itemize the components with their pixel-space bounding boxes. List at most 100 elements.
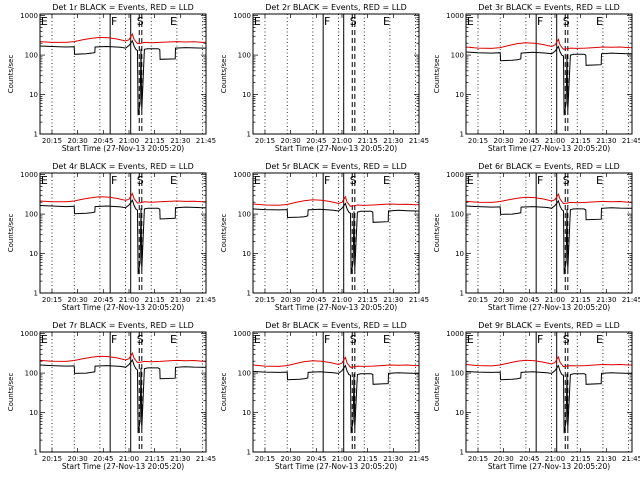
y-tick-label: 100 [238, 52, 251, 60]
x-tick-label: 21:30 [383, 455, 403, 463]
mode-marker: E [170, 333, 177, 346]
x-tick-label: 21:00 [119, 455, 139, 463]
mode-marker: F [111, 174, 117, 187]
mode-marker: F [111, 333, 117, 346]
mode-marker: E [170, 15, 177, 28]
detector-panel-8: Det 8r BLACK = Events, RED = LLD E F S E 1 10 1… [220, 321, 429, 471]
x-tick-label: 20:45 [93, 455, 113, 463]
lld-series-line [252, 356, 419, 368]
x-axis-label: Start Time (27-Nov-13 20:05:20) [275, 462, 397, 471]
x-axis-label: Start Time (27-Nov-13 20:05:20) [488, 144, 610, 153]
lld-series-line [252, 195, 419, 207]
mode-marker: E [383, 174, 390, 187]
x-axis-label: Start Time (27-Nov-13 20:05:20) [488, 303, 610, 312]
mode-marker: E [41, 174, 48, 187]
y-tick-label: 100 [451, 211, 464, 219]
y-axis-label: Counts/sec [220, 373, 228, 412]
y-tick-label: 100 [451, 52, 464, 60]
x-tick-label: 20:15 [255, 137, 275, 145]
lld-series-line [39, 32, 206, 45]
y-tick-label: 10 [242, 91, 251, 99]
x-tick-label: 21:00 [332, 137, 352, 145]
mode-marker: F [324, 333, 330, 346]
x-tick-label: 20:15 [468, 137, 488, 145]
panel-title: Det 8r BLACK = Events, RED = LLD [265, 321, 407, 330]
y-tick-label: 1 [34, 131, 38, 139]
lld-series-line [39, 192, 206, 204]
x-tick-label: 21:45 [196, 296, 216, 304]
y-axis-label: Counts/sec [7, 214, 15, 253]
x-tick-label: 20:45 [306, 455, 326, 463]
x-axis-label: Start Time (27-Nov-13 20:05:20) [62, 303, 184, 312]
mode-marker: E [467, 174, 474, 187]
x-tick-label: 20:30 [494, 137, 514, 145]
y-tick-label: 1000 [20, 171, 38, 179]
x-tick-label: 21:15 [358, 455, 378, 463]
x-tick-label: 21:15 [358, 296, 378, 304]
mode-marker: E [41, 15, 48, 28]
x-tick-label: 21:30 [170, 455, 190, 463]
plot-frame [465, 172, 633, 294]
x-tick-label: 21:45 [622, 455, 640, 463]
x-tick-label: 20:45 [306, 137, 326, 145]
x-axis-label: Start Time (27-Nov-13 20:05:20) [62, 462, 184, 471]
plot-frame [39, 13, 207, 135]
x-tick-label: 21:00 [545, 137, 565, 145]
y-tick-label: 1000 [446, 12, 464, 20]
x-tick-label: 21:00 [332, 296, 352, 304]
x-tick-label: 20:30 [494, 296, 514, 304]
mode-marker: E [254, 174, 261, 187]
x-axis-label: Start Time (27-Nov-13 20:05:20) [275, 144, 397, 153]
x-tick-label: 21:15 [571, 137, 591, 145]
y-tick-label: 1 [34, 290, 38, 298]
detector-panel-2: Det 2r BLACK = Events, RED = LLD E F S E 1 10 1… [220, 3, 429, 153]
mode-marker: E [383, 333, 390, 346]
x-tick-label: 20:30 [281, 455, 301, 463]
events-series-line [465, 45, 632, 116]
detector-panel-3: Det 3r BLACK = Events, RED = LLD E F S E 1 10 1… [433, 3, 640, 153]
plot-frame [252, 331, 420, 453]
x-tick-label: 21:30 [596, 455, 616, 463]
mode-marker: E [254, 333, 261, 346]
mode-marker: F [537, 15, 543, 28]
mode-marker: S [563, 174, 570, 187]
x-tick-label: 21:15 [145, 137, 165, 145]
events-series-line [252, 202, 419, 275]
y-tick-label: 10 [29, 409, 38, 417]
mode-marker: S [563, 333, 570, 346]
mode-marker: E [596, 174, 603, 187]
mode-marker: E [467, 333, 474, 346]
events-series-line [465, 364, 632, 434]
mode-marker: S [350, 333, 357, 346]
y-tick-label: 10 [242, 250, 251, 258]
y-axis-label: Counts/sec [433, 55, 441, 94]
mode-marker: F [324, 174, 330, 187]
x-tick-label: 21:30 [170, 137, 190, 145]
x-tick-label: 20:15 [42, 455, 62, 463]
x-tick-label: 21:30 [383, 137, 403, 145]
x-tick-label: 21:45 [409, 296, 429, 304]
panel-title: Det 4r BLACK = Events, RED = LLD [52, 162, 194, 171]
x-axis-label: Start Time (27-Nov-13 20:05:20) [488, 462, 610, 471]
mode-marker: F [111, 15, 117, 28]
detector-panel-4: Det 4r BLACK = Events, RED = LLD E F S E 1 10 1… [7, 162, 216, 312]
y-tick-label: 1 [247, 131, 251, 139]
mode-marker: S [137, 15, 144, 28]
x-tick-label: 21:45 [196, 137, 216, 145]
mode-marker: E [254, 15, 261, 28]
y-tick-label: 1000 [20, 330, 38, 338]
x-tick-label: 20:45 [519, 296, 539, 304]
mode-marker: F [537, 333, 543, 346]
mode-marker: E [170, 174, 177, 187]
lld-series-line [465, 355, 632, 368]
panel-title: Det 3r BLACK = Events, RED = LLD [478, 3, 620, 12]
x-tick-label: 21:15 [571, 455, 591, 463]
plot-frame [252, 13, 420, 135]
y-tick-label: 100 [451, 370, 464, 378]
x-tick-label: 20:30 [68, 137, 88, 145]
panel-title: Det 7r BLACK = Events, RED = LLD [52, 321, 194, 330]
lld-series-line [465, 193, 632, 205]
x-tick-label: 20:15 [42, 296, 62, 304]
y-tick-label: 1000 [446, 330, 464, 338]
panel-title: Det 6r BLACK = Events, RED = LLD [478, 162, 620, 171]
